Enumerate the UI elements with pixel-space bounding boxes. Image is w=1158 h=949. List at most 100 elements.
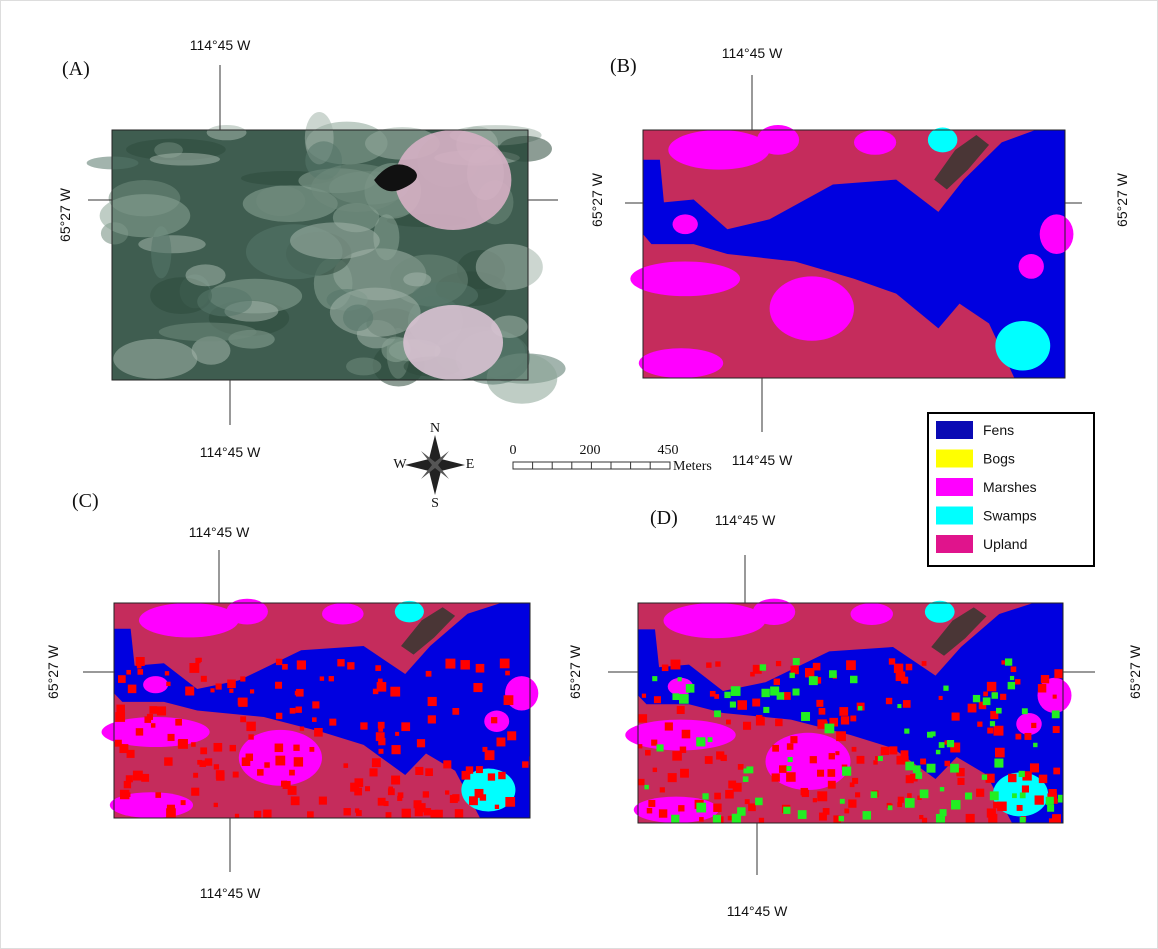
change-pixel — [647, 808, 652, 813]
change-pixel — [337, 659, 344, 666]
change-pixel — [1039, 775, 1047, 783]
change-pixel — [383, 801, 388, 806]
new-pixel — [801, 712, 810, 721]
change-pixel — [1031, 723, 1036, 728]
new-pixel — [696, 803, 706, 813]
change-pixel — [312, 701, 319, 708]
change-pixel — [829, 753, 835, 759]
texture — [499, 136, 552, 162]
new-pixel — [1010, 676, 1014, 680]
change-pixel — [445, 659, 455, 669]
change-pixel — [165, 671, 169, 675]
change-pixel — [307, 811, 314, 818]
change-pixel — [759, 818, 764, 823]
change-pixel — [873, 760, 877, 764]
new-pixel — [940, 809, 947, 816]
change-pixel — [1022, 785, 1029, 792]
new-pixel — [839, 816, 844, 821]
change-pixel — [229, 689, 233, 693]
change-pixel — [390, 687, 400, 697]
change-pixel — [118, 675, 126, 683]
new-pixel — [679, 694, 689, 704]
new-pixel — [940, 787, 944, 791]
change-pixel — [276, 659, 282, 665]
change-pixel — [242, 757, 251, 766]
map-panel — [102, 599, 539, 818]
change-pixel — [397, 796, 402, 801]
change-pixel — [813, 663, 821, 671]
texture — [150, 153, 220, 166]
texture — [138, 235, 205, 253]
change-pixel — [263, 810, 271, 818]
new-pixel — [743, 769, 748, 774]
change-pixel — [264, 762, 269, 767]
new-pixel — [713, 815, 721, 823]
panel-label: (A) — [62, 58, 90, 80]
change-pixel — [659, 809, 667, 817]
change-pixel — [748, 803, 756, 811]
change-pixel — [855, 792, 860, 797]
change-pixel — [391, 745, 400, 754]
change-pixel — [952, 713, 960, 721]
scale-label: 0 — [510, 443, 517, 458]
new-pixel — [990, 721, 995, 726]
change-pixel — [320, 676, 324, 680]
change-pixel — [944, 761, 950, 767]
legend-swatch — [936, 507, 973, 525]
change-pixel — [1035, 795, 1044, 804]
new-pixel — [652, 676, 657, 681]
change-pixel — [668, 773, 677, 782]
change-pixel — [365, 786, 370, 791]
new-pixel — [788, 757, 793, 762]
change-pixel — [386, 812, 392, 818]
new-pixel — [871, 791, 878, 798]
change-pixel — [920, 759, 926, 765]
new-pixel — [761, 689, 769, 697]
new-pixel — [743, 776, 749, 782]
change-pixel — [839, 707, 848, 716]
change-pixel — [665, 722, 673, 730]
change-pixel — [850, 782, 855, 787]
texture — [290, 222, 380, 259]
change-pixel — [294, 757, 303, 766]
change-pixel — [995, 748, 1005, 758]
change-pixel — [428, 715, 436, 723]
new-pixel — [793, 658, 800, 665]
change-pixel — [500, 659, 510, 669]
change-pixel — [639, 714, 648, 723]
swamp — [395, 601, 424, 623]
change-pixel — [939, 696, 943, 700]
change-pixel — [495, 805, 499, 809]
panel-label: (D) — [650, 507, 678, 529]
change-pixel — [424, 808, 431, 815]
change-pixel — [282, 664, 288, 670]
change-pixel — [452, 708, 459, 715]
change-pixel — [198, 658, 202, 662]
change-pixel — [126, 670, 131, 675]
new-pixel — [793, 689, 800, 696]
change-pixel — [1038, 684, 1046, 692]
coord-label: 114°45 W — [732, 452, 793, 468]
new-pixel — [947, 740, 954, 747]
scale-unit: Meters — [673, 459, 712, 474]
change-pixel — [725, 790, 734, 799]
change-pixel — [680, 769, 689, 778]
change-pixel — [987, 728, 993, 734]
change-pixel — [296, 706, 302, 712]
change-pixel — [1008, 774, 1016, 782]
new-pixel — [731, 686, 741, 696]
change-pixel — [379, 749, 384, 754]
change-pixel — [828, 781, 836, 789]
legend-label: Upland — [983, 536, 1027, 552]
change-pixel — [391, 776, 400, 785]
change-pixel — [642, 694, 646, 698]
change-pixel — [455, 809, 463, 817]
change-pixel — [976, 789, 984, 797]
change-pixel — [200, 747, 207, 754]
change-pixel — [191, 788, 199, 796]
marsh — [770, 276, 854, 340]
change-pixel — [300, 726, 304, 730]
change-pixel — [144, 716, 151, 723]
change-pixel — [968, 704, 977, 713]
change-pixel — [919, 815, 923, 819]
